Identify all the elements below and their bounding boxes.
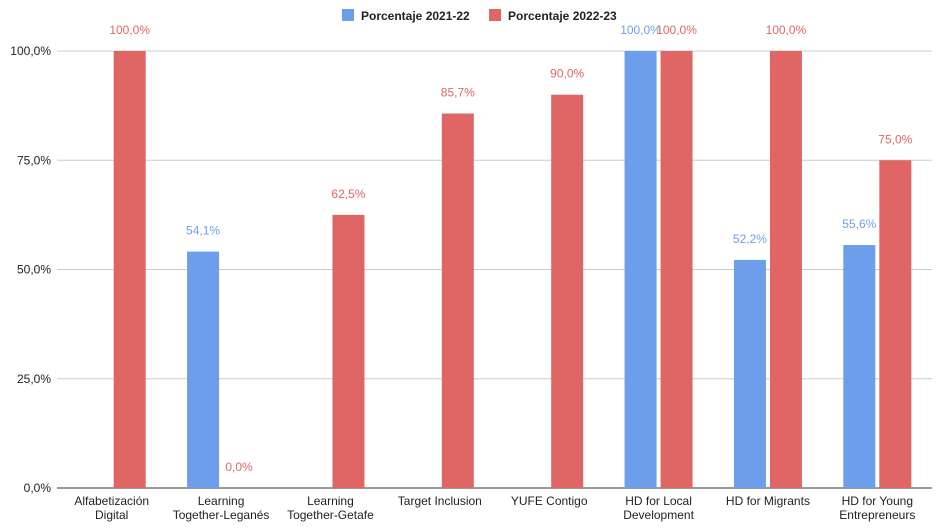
category-label: Alfabetización [74,494,149,508]
legend-swatch [489,9,501,21]
bars [113,51,912,488]
data-label: 100,0% [109,23,150,37]
y-axis-ticks: 0,0% 25,0% 50,0% 75,0% 100,0% [10,44,51,495]
category-label: Development [623,508,694,522]
data-label: 90,0% [550,67,584,81]
data-labels: 54,1% 100,0% 52,2% 55,6% 100,0% 0,0% 62,5% 85,7… [109,23,912,474]
category-label: Learning [198,494,245,508]
legend: Porcentaje 2021-22 Porcentaje 2022-23 [342,9,617,23]
category-label: Entrepreneurs [839,508,915,522]
y-tick-label: 0,0% [24,481,52,495]
data-label: 100,0% [766,23,807,37]
y-tick-label: 100,0% [10,44,51,58]
bar-2021-22 [843,245,876,488]
legend-label: Porcentaje 2021-22 [361,9,470,23]
category-label: Together-Getafe [287,508,374,522]
data-label: 55,6% [842,217,876,231]
data-label: 100,0% [620,23,661,37]
y-tick-label: 50,0% [17,263,51,277]
category-label: HD for Young [842,494,913,508]
bar-2022-23 [879,160,912,488]
bar-2022-23 [113,51,146,488]
legend-label: Porcentaje 2022-23 [508,9,617,23]
data-label: 52,2% [733,232,767,246]
category-label: YUFE Contigo [511,494,588,508]
data-label: 62,5% [331,187,365,201]
category-label: HD for Local [625,494,692,508]
category-label: Learning [307,494,354,508]
bar-2021-22 [187,251,220,488]
y-tick-label: 25,0% [17,372,51,386]
category-label: Together-Leganés [173,508,270,522]
data-label: 100,0% [656,23,697,37]
data-label: 85,7% [441,85,475,99]
category-label: HD for Migrants [726,494,810,508]
y-tick-label: 75,0% [17,153,51,167]
bar-2022-23 [441,113,474,488]
bar-2021-22 [733,259,766,488]
data-label: 0,0% [225,460,253,474]
bar-2022-23 [332,214,365,488]
x-axis-categories: AlfabetizaciónDigitalLearningTogether-Le… [74,494,915,522]
bar-2022-23 [551,94,584,488]
category-label: Target Inclusion [398,494,482,508]
legend-swatch [342,9,354,21]
bar-2022-23 [769,51,802,488]
category-label: Digital [95,508,128,522]
data-label: 75,0% [878,132,912,146]
data-label: 54,1% [186,224,220,238]
bar-2022-23 [660,51,693,488]
bar-2021-22 [624,51,657,488]
